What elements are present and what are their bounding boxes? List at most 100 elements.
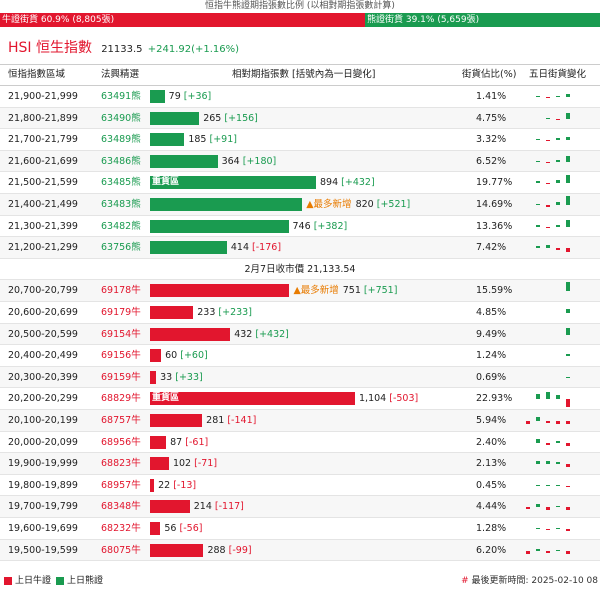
five-day-sparkline (526, 548, 570, 554)
warrant-code-link[interactable]: 68232牛 (101, 523, 141, 534)
warrant-code-link[interactable]: 69154牛 (101, 328, 141, 340)
spark-bar (536, 160, 540, 162)
heavy-zone-label: 重貨區 (152, 393, 180, 404)
spark-bar (566, 399, 570, 408)
spark-bar (556, 180, 560, 184)
outstanding-pct: 1.41% (476, 91, 507, 102)
warrant-code-link[interactable]: 63483熊 (101, 199, 141, 210)
quantity-bar (150, 414, 203, 427)
warrant-code-link[interactable]: 63490熊 (101, 112, 141, 124)
spark-bar (536, 181, 540, 184)
warrant-code-link[interactable]: 68348牛 (101, 501, 141, 513)
spark-bar (556, 248, 560, 251)
outstanding-pct: 4.75% (476, 112, 507, 124)
spark-bar (546, 226, 550, 228)
legend-bull: 上日牛證 (4, 572, 51, 590)
spark-bar (546, 245, 550, 249)
warrant-code-link[interactable]: 63756熊 (101, 242, 141, 254)
spark-bar (566, 442, 570, 446)
outstanding-pct: 7.42% (476, 242, 507, 254)
daily-change: [+156] (224, 112, 258, 124)
warrant-code-link[interactable]: 69159牛 (101, 371, 141, 383)
warrant-code-link[interactable]: 63485熊 (101, 177, 141, 189)
spark-bar (546, 550, 550, 553)
daily-change: [+91] (209, 134, 237, 146)
quantity-bar (150, 241, 227, 255)
quantity-bar (150, 219, 289, 233)
warrant-code-link[interactable]: 68829牛 (101, 393, 141, 405)
quantity-value: 60 (165, 350, 178, 362)
outstanding-pct: 0.69% (476, 371, 507, 383)
spark-bar (546, 161, 550, 163)
warrant-code-link[interactable]: 68075牛 (101, 544, 141, 556)
five-day-sparkline (546, 112, 570, 120)
legend-bear-label: 上日熊證 (67, 576, 104, 586)
spark-bar (546, 205, 550, 207)
spark-bar (566, 155, 570, 162)
warrant-code-link[interactable]: 69156牛 (101, 350, 141, 362)
daily-change: [+432] (255, 328, 289, 340)
spark-bar (566, 309, 570, 313)
five-day-sparkline (536, 245, 570, 253)
quantity-text: 102 [-71] (173, 453, 217, 474)
warrant-code-link[interactable]: 69179牛 (101, 307, 141, 318)
daily-change: [-71] (194, 458, 218, 470)
warrant-code-link[interactable]: 63482熊 (101, 220, 141, 232)
warrant-code-link[interactable]: 68956牛 (101, 436, 141, 448)
outstanding-pct: 2.40% (476, 436, 507, 448)
last-updated: # 最後更新時間: 2025-02-10 08 (461, 572, 598, 590)
quantity-text: 22 [-13] (158, 475, 196, 496)
range-cell: 21,200-21,299 (8, 242, 78, 254)
quantity-value: 233 (197, 307, 216, 318)
quantity-bar (150, 522, 161, 535)
heavy-zone-label: 重貨區 (152, 177, 180, 188)
spark-bar (546, 392, 550, 400)
range-cell: 20,300-20,399 (8, 371, 78, 383)
index-summary: HSI 恒生指數 21133.5 +241.92(+1.16%) (8, 40, 239, 56)
warrant-code-link[interactable]: 63486熊 (101, 155, 141, 167)
table-row: 19,900-19,999 68823牛 102 [-71] 2.13% (0, 453, 600, 475)
outstanding-pct: 6.20% (476, 544, 507, 556)
spark-bar (566, 219, 570, 227)
legend-bull-swatch (4, 576, 12, 585)
quantity-value: 33 (160, 371, 173, 383)
daily-change: [+180] (242, 155, 277, 167)
spark-bar (566, 175, 570, 184)
quantity-value: 364 (221, 155, 240, 167)
spark-bar (556, 506, 560, 508)
spark-bar (536, 246, 540, 249)
quantity-text: ▲最多新增 751 [+751] (293, 280, 397, 301)
daily-change: [+382] (313, 220, 348, 232)
spark-bar (536, 528, 540, 529)
index-name[interactable]: HSI 恒生指數 (8, 40, 92, 56)
quantity-text: 364 [+180] (222, 151, 277, 172)
warrant-code-link[interactable]: 63489熊 (101, 134, 141, 146)
outstanding-pct: 9.49% (476, 328, 507, 340)
warrant-code-link[interactable]: 68823牛 (101, 458, 141, 470)
quantity-bar (150, 198, 303, 211)
warrant-code-link[interactable]: 68757牛 (101, 415, 141, 426)
daily-change: [-176] (252, 242, 282, 254)
warrant-code-link[interactable]: 69178牛 (101, 285, 141, 297)
most-added-badge: ▲最多新增 (293, 285, 339, 297)
warrant-code-link[interactable]: 63491熊 (101, 91, 141, 102)
spark-bar (566, 248, 570, 253)
quantity-value: 288 (207, 544, 226, 556)
daily-change: [-56] (179, 523, 203, 534)
spark-bar (566, 464, 570, 468)
spark-bar (546, 529, 550, 530)
spark-bar (546, 507, 550, 511)
quantity-text: 87 [-61] (170, 432, 208, 453)
five-day-sparkline (566, 282, 570, 292)
table-row: 21,800-21,899 63490熊 265 [+156] 4.75% (0, 107, 600, 130)
table-row: 20,300-20,399 69159牛 33 [+33] 0.69% (0, 366, 600, 389)
table-row: 19,600-19,699 68232牛 56 [-56] 1.28% (0, 518, 600, 540)
quantity-text: 185 [+91] (188, 129, 237, 150)
warrant-code-link[interactable]: 68957牛 (101, 479, 141, 491)
quantity-text: 432 [+432] (234, 324, 289, 345)
spark-bar (556, 549, 560, 551)
five-day-sparkline (566, 376, 570, 378)
five-day-sparkline (526, 417, 570, 424)
last-updated-text: 最後更新時間: 2025-02-10 08 (471, 576, 598, 586)
quantity-value: 265 (203, 112, 222, 124)
